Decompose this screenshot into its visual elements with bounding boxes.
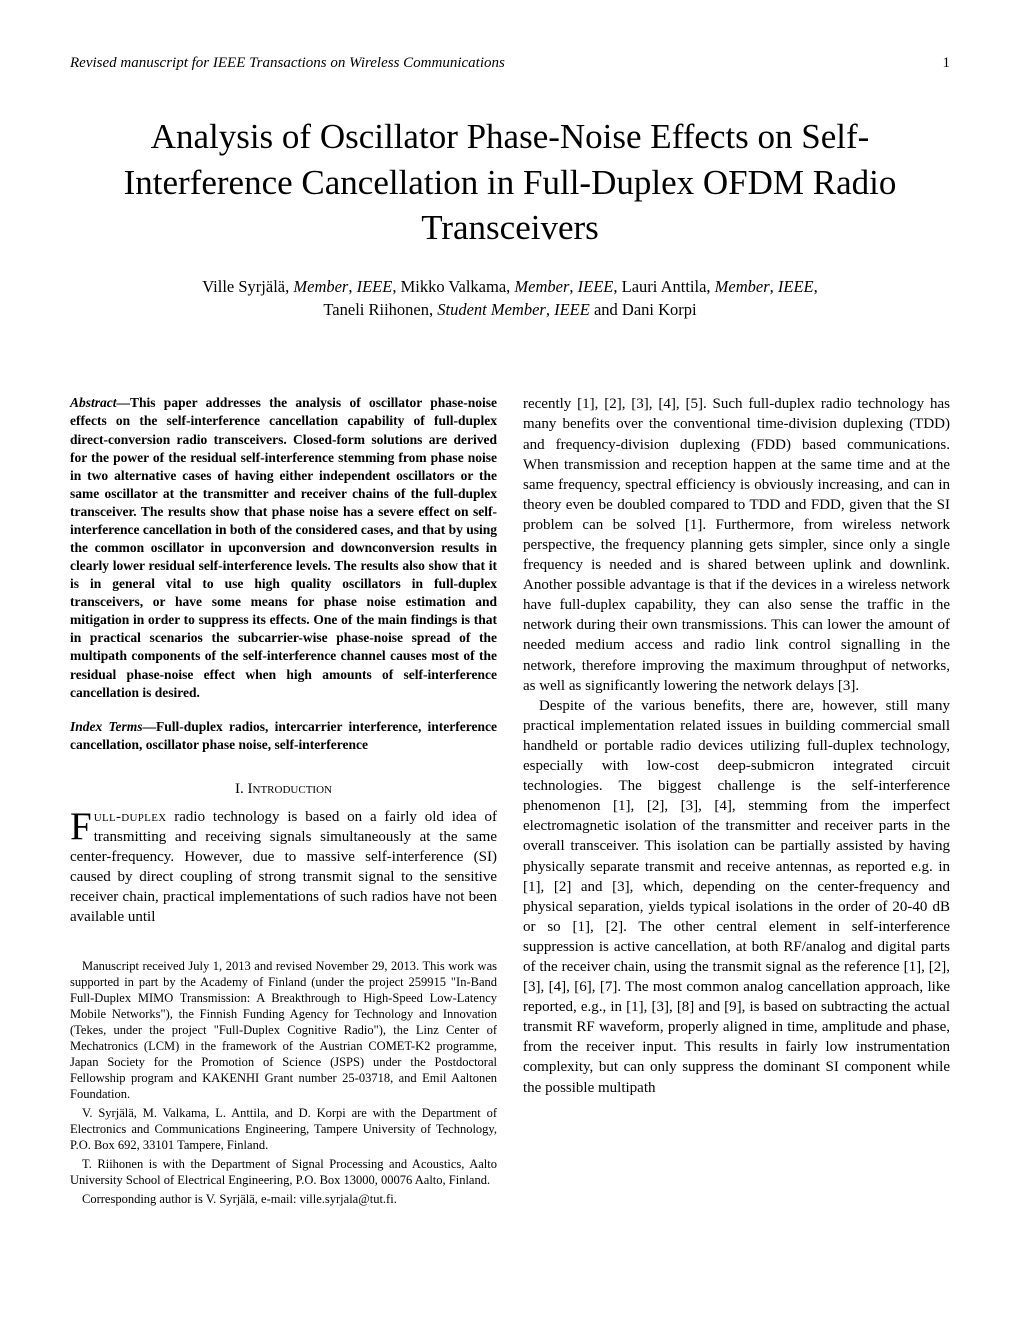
author-role: Member: [514, 277, 569, 296]
author-org: IEEE: [778, 277, 814, 296]
abstract-label: Abstract: [70, 395, 117, 410]
drop-cap: F: [70, 807, 94, 843]
author-role: Member: [715, 277, 770, 296]
section-heading-introduction: I. Introduction: [70, 779, 497, 799]
author-sep: ,: [546, 300, 554, 319]
author-text: , Mikko Valkama,: [392, 277, 514, 296]
paper-title: Analysis of Oscillator Phase-Noise Effec…: [70, 114, 950, 251]
right-column: recently [1], [2], [3], [4], [5]. Such f…: [523, 394, 950, 1209]
author-org: IEEE: [554, 300, 590, 319]
index-terms-dash: —: [142, 719, 156, 734]
author-sep: ,: [348, 277, 356, 296]
author-block: Ville Syrjälä, Member, IEEE, Mikko Valka…: [70, 275, 950, 323]
footnote-block: Manuscript received July 1, 2013 and rev…: [70, 958, 497, 1207]
footnote-manuscript: Manuscript received July 1, 2013 and rev…: [70, 958, 497, 1102]
abstract-body: This paper addresses the analysis of osc…: [70, 395, 497, 699]
page-number: 1: [943, 55, 951, 72]
abstract-dash: —: [117, 395, 131, 410]
abstract: Abstract—This paper addresses the analys…: [70, 394, 497, 701]
footnote-affiliation-1: V. Syrjälä, M. Valkama, L. Anttila, and …: [70, 1105, 497, 1153]
author-org: IEEE: [578, 277, 614, 296]
author-role: Member: [293, 277, 348, 296]
left-column: Abstract—This paper addresses the analys…: [70, 394, 497, 1209]
introduction-paragraph: Full-duplex radio technology is based on…: [70, 807, 497, 928]
author-text: Ville Syrjälä,: [202, 277, 293, 296]
author-text: Taneli Riihonen,: [323, 300, 437, 319]
author-sep: ,: [770, 277, 778, 296]
author-text: , Lauri Anttila,: [613, 277, 714, 296]
footnote-corresponding: Corresponding author is V. Syrjälä, e-ma…: [70, 1191, 497, 1207]
intro-body: radio technology is based on a fairly ol…: [70, 809, 497, 925]
index-terms: Index Terms—Full-duplex radios, intercar…: [70, 718, 497, 755]
author-sep: ,: [569, 277, 577, 296]
index-terms-label: Index Terms: [70, 719, 142, 734]
body-paragraph-1: recently [1], [2], [3], [4], [5]. Such f…: [523, 394, 950, 695]
journal-name: Revised manuscript for IEEE Transactions…: [70, 55, 505, 72]
two-column-body: Abstract—This paper addresses the analys…: [70, 394, 950, 1209]
drop-cap-rest: ull-duplex: [94, 809, 167, 825]
author-org: IEEE: [357, 277, 393, 296]
footnote-affiliation-2: T. Riihonen is with the Department of Si…: [70, 1156, 497, 1188]
author-text: ,: [814, 277, 818, 296]
author-text: and Dani Korpi: [590, 300, 697, 319]
author-role: Student Member: [437, 300, 546, 319]
body-paragraph-2: Despite of the various benefits, there a…: [523, 696, 950, 1098]
running-header: Revised manuscript for IEEE Transactions…: [70, 55, 950, 72]
